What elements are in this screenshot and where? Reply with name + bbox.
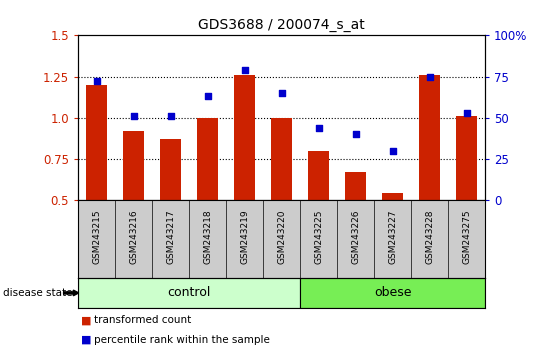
Bar xyxy=(86,85,107,200)
Bar xyxy=(300,278,485,308)
Point xyxy=(278,90,286,96)
Point xyxy=(314,125,323,130)
Bar xyxy=(419,75,440,200)
Point xyxy=(203,93,212,99)
Text: GSM243216: GSM243216 xyxy=(129,209,138,264)
Point xyxy=(129,113,138,119)
Point xyxy=(351,131,360,137)
Point xyxy=(167,113,175,119)
Bar xyxy=(457,116,477,200)
Text: GSM243220: GSM243220 xyxy=(277,209,286,264)
Text: GSM243217: GSM243217 xyxy=(166,209,175,264)
Text: GSM243275: GSM243275 xyxy=(462,209,471,264)
Text: disease state: disease state xyxy=(3,288,72,298)
Text: transformed count: transformed count xyxy=(94,315,191,325)
Text: GSM243226: GSM243226 xyxy=(351,209,360,264)
Text: GSM243219: GSM243219 xyxy=(240,209,249,264)
Text: GSM243228: GSM243228 xyxy=(425,209,434,264)
Point xyxy=(388,148,397,154)
Bar xyxy=(383,193,403,200)
Point xyxy=(425,74,434,79)
Text: ■: ■ xyxy=(81,335,91,345)
Bar xyxy=(345,172,366,200)
Bar xyxy=(272,118,292,200)
Text: GSM243215: GSM243215 xyxy=(92,209,101,264)
Text: control: control xyxy=(168,286,211,299)
Point xyxy=(462,110,471,116)
Text: GSM243218: GSM243218 xyxy=(203,209,212,264)
Point xyxy=(240,67,249,73)
Text: obese: obese xyxy=(374,286,411,299)
Bar xyxy=(234,75,255,200)
Text: GSM243225: GSM243225 xyxy=(314,209,323,264)
Point xyxy=(92,79,101,84)
Bar xyxy=(197,118,218,200)
Bar xyxy=(123,131,144,200)
Title: GDS3688 / 200074_s_at: GDS3688 / 200074_s_at xyxy=(198,18,365,32)
Bar xyxy=(161,139,181,200)
Text: percentile rank within the sample: percentile rank within the sample xyxy=(94,335,270,345)
Bar xyxy=(78,278,300,308)
Bar xyxy=(308,151,329,200)
Text: GSM243227: GSM243227 xyxy=(388,209,397,264)
Text: ■: ■ xyxy=(81,315,91,325)
